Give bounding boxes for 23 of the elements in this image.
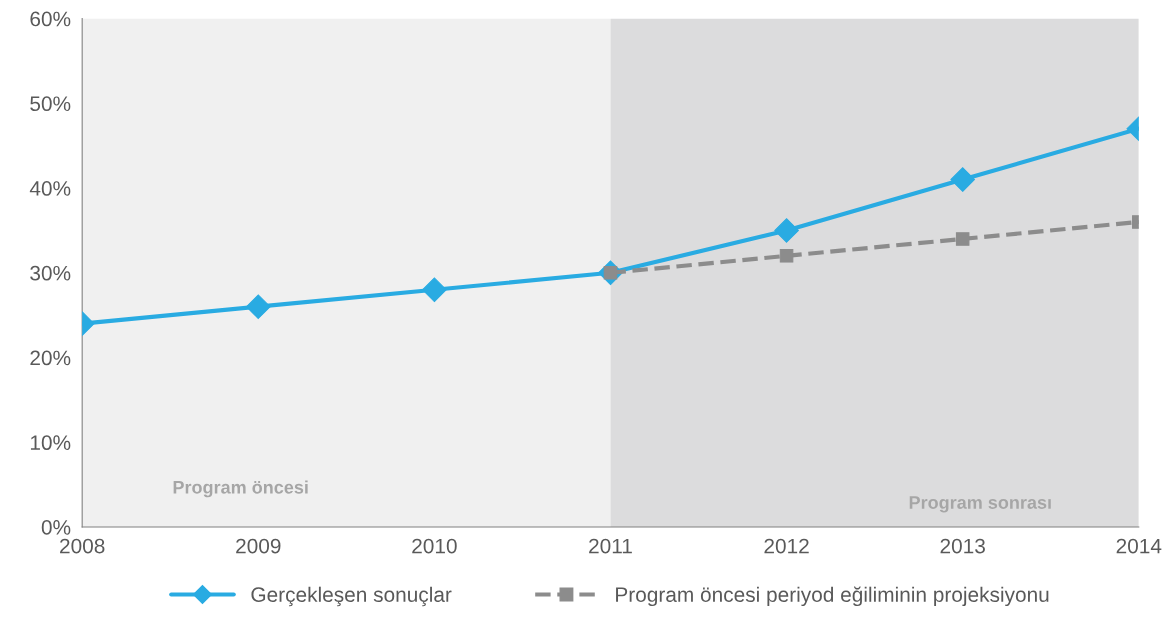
point [245, 294, 271, 319]
point [422, 277, 447, 303]
y-tick-label: 30% [30, 265, 71, 281]
y-tick-label: 60% [30, 11, 71, 27]
y-tick-label: 40% [29, 181, 71, 196]
x-tick-label: 2010 [412, 538, 457, 554]
x-tick-label: 2008 [60, 538, 105, 554]
x-tick-label: 2011 [589, 538, 632, 554]
x-tick-label: 2009 [236, 538, 281, 554]
y-tick-label: 0% [41, 520, 71, 535]
x-tick-label: 2014 [1116, 538, 1162, 554]
x-tick-label: 2012 [764, 538, 809, 554]
legend-label: Program öncesi periyod eğiliminin projeksiyonu [616, 586, 1049, 607]
x-tick-label: 2013 [940, 538, 985, 554]
band-label: Program öncesi [173, 480, 308, 498]
point [955, 232, 970, 246]
point [779, 249, 794, 263]
point [774, 218, 799, 243]
legend-label: Gerçekleşen sonuçlar [251, 586, 452, 607]
point [950, 167, 975, 192]
y-tick-label: 50% [30, 96, 71, 112]
y-tick-label: 20% [30, 350, 71, 366]
y-tick-label: 10% [30, 435, 71, 451]
